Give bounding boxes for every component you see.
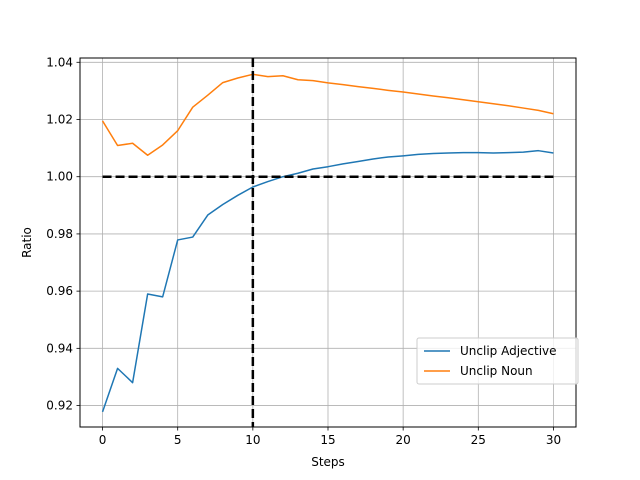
y-tick-label-2: 0.96: [46, 284, 73, 298]
x-tick-label-1: 5: [174, 433, 182, 447]
x-tick-label-2: 10: [245, 433, 260, 447]
legend: Unclip Adjective Unclip Noun: [416, 337, 579, 385]
legend-box: [416, 337, 579, 385]
reference-lines: [102, 58, 554, 427]
y-tick-label-3: 0.98: [46, 227, 73, 241]
series-line-0: [101, 149, 554, 413]
x-tick-label-3: 15: [320, 433, 335, 447]
x-tick-label-6: 30: [546, 433, 561, 447]
series-lines: [101, 73, 554, 413]
y-tick-label-6: 1.04: [46, 55, 73, 69]
y-tick-label-1: 0.94: [46, 341, 73, 355]
series-line-1: [101, 73, 554, 157]
y-tick-label-5: 1.02: [46, 113, 73, 127]
y-tick-label-0: 0.92: [46, 399, 73, 413]
x-tick-label-4: 20: [396, 433, 411, 447]
legend-label-unclip-adjective: Unclip Adjective: [460, 344, 557, 358]
x-tick-label-5: 25: [471, 433, 486, 447]
legend-label-unclip-noun: Unclip Noun: [460, 364, 533, 378]
x-tick-label-0: 0: [99, 433, 107, 447]
x-axis-label: Steps: [311, 455, 345, 469]
y-tick-label-4: 1.00: [46, 170, 73, 184]
axis-ticks: 0 5 10 15 20 25 30 0.92 0.94 0.96 0.98 1.00 1.02 1.04: [46, 55, 561, 447]
y-axis-label: Ratio: [20, 227, 34, 258]
